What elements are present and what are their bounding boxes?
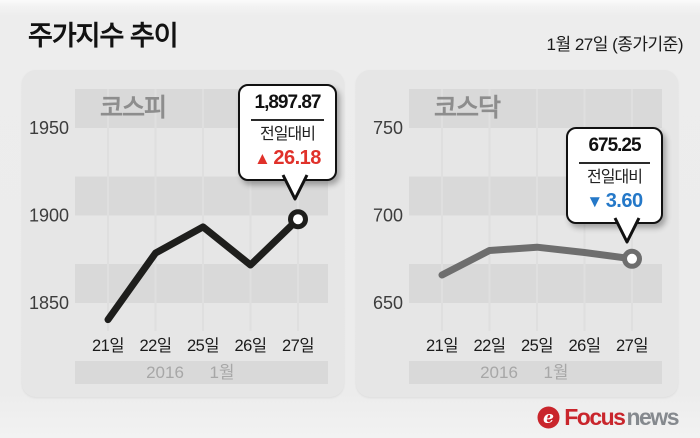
x-tick-label: 21일: [426, 336, 458, 355]
focusnews-logo-icon: e: [537, 406, 560, 428]
x-tick-label: 27일: [616, 336, 648, 355]
y-tick-label: 1850: [29, 293, 69, 313]
kospi-change: ▲ 26.18: [244, 146, 331, 171]
x-tick-label: 26일: [234, 336, 266, 355]
axis-footer-year: 2016: [146, 363, 184, 382]
y-tick-label: 750: [373, 118, 403, 138]
brand-name-bold: Focus: [564, 403, 626, 430]
up-triangle-icon: ▲: [254, 149, 271, 168]
callout-tail: [613, 217, 641, 244]
kosdaq-compare-label: 전일대비: [587, 169, 643, 186]
x-tick-label: 25일: [187, 336, 219, 355]
kospi-compare-label: 전일대비: [260, 126, 316, 143]
down-triangle-icon: ▼: [586, 192, 603, 211]
x-tick-label: 26일: [568, 336, 600, 355]
data-line: [438, 243, 636, 279]
y-tick-label: 650: [373, 293, 403, 313]
kosdaq-callout: 675.25 전일대비 ▼ 3.60: [566, 127, 663, 244]
kosdaq-change-value: 3.60: [605, 190, 643, 212]
x-tick-label: 25일: [521, 336, 553, 355]
axis-footer-month: 1월: [543, 363, 568, 382]
axis-footer-year: 2016: [480, 363, 518, 382]
kospi-close-value: 1,897.87: [254, 92, 322, 113]
kosdaq-change: ▼ 3.60: [572, 189, 657, 214]
svg-text:e: e: [543, 408, 554, 428]
last-point-marker: [288, 209, 308, 230]
y-tick-label: 1950: [29, 118, 69, 138]
grid-band: [75, 264, 328, 303]
chart-title: 코스닥: [434, 94, 501, 122]
axis-footer-month: 1월: [209, 363, 234, 382]
focusnews-logo: e Focus news: [537, 403, 679, 430]
grid-band: [409, 89, 662, 128]
callout-tail: [281, 174, 309, 201]
callout-divider: [579, 162, 650, 164]
date-label: 1월 27일 (종가기준): [546, 35, 684, 54]
y-tick-label: 700: [373, 206, 403, 226]
data-line: [104, 215, 302, 324]
x-tick-label: 22일: [139, 336, 171, 355]
kospi-change-value: 26.18: [273, 147, 321, 169]
callout-divider: [251, 119, 324, 121]
kosdaq-close-value: 675.25: [588, 135, 641, 156]
axis-footer-band: [409, 361, 662, 384]
axis-footer-band: [75, 361, 328, 384]
y-tick-label: 1900: [29, 206, 69, 226]
last-point-marker: [622, 248, 642, 269]
kospi-callout: 1,897.87 전일대비 ▲ 26.18: [238, 84, 337, 201]
x-tick-label: 22일: [473, 336, 505, 355]
brand-name-light: news: [626, 403, 679, 430]
x-tick-label: 21일: [92, 336, 124, 355]
x-tick-label: 27일: [282, 336, 314, 355]
chart-title: 코스피: [100, 94, 166, 122]
page-title: 주가지수 추이: [28, 21, 179, 51]
